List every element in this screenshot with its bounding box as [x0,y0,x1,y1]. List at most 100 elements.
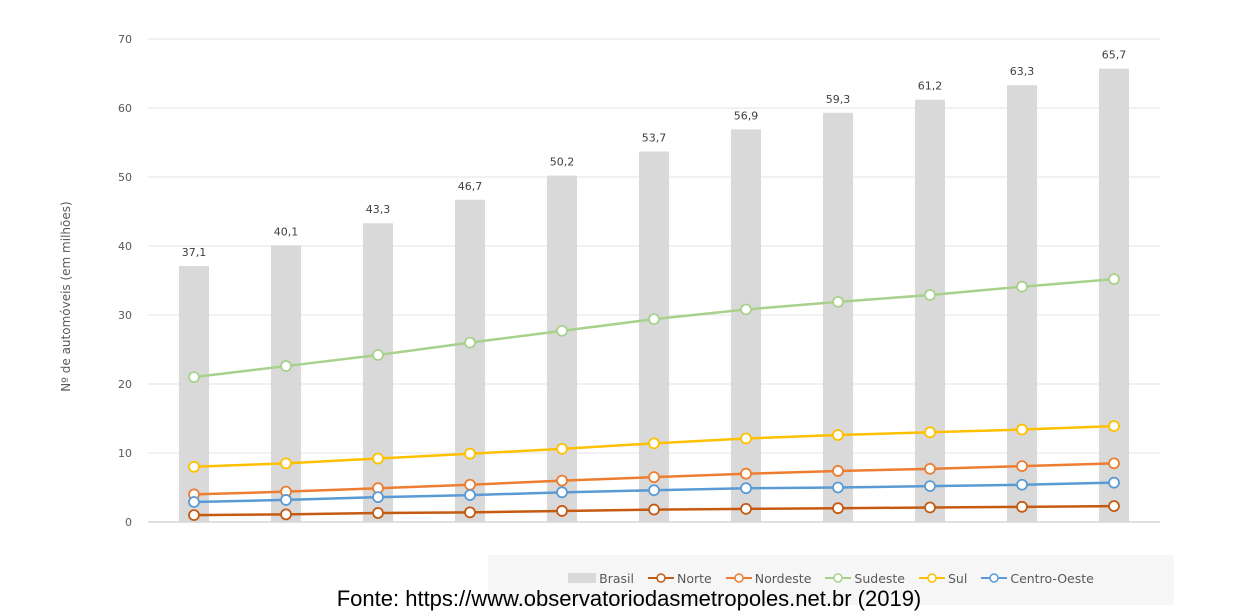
bar-data-label: 37,1 [182,246,207,259]
point-norte [648,503,660,516]
legend-label: Centro-Oeste [1010,570,1094,586]
legend-label: Nordeste [754,570,812,586]
bar-data-label: 63,3 [1010,65,1035,78]
point-centro-oeste [1108,476,1120,489]
y-tick-label: 20 [118,378,132,391]
y-tick-label: 50 [118,171,132,184]
point-sudeste [372,349,384,361]
y-tick-label: 40 [118,240,132,253]
point-norte [924,501,936,514]
point-nordeste [1108,457,1120,470]
point-centro-oeste [1016,478,1028,491]
y-tick-label: 70 [118,33,132,46]
point-centro-oeste [372,491,384,504]
point-sudeste [188,371,200,384]
point-centro-oeste [464,489,476,501]
point-nordeste [740,467,752,480]
bar-brasil [363,223,393,523]
point-norte [556,505,568,517]
legend-item: Sudeste [825,571,905,586]
legend-item: Nordeste [725,570,812,586]
legend-item: Sul [919,571,967,586]
bar-brasil [915,99,945,522]
point-sul [924,426,936,439]
point-nordeste [556,474,568,487]
point-sul [1108,420,1120,432]
point-sudeste [648,313,660,326]
bar-data-label: 43,3 [366,203,391,216]
legend-label: Sul [948,570,968,586]
point-norte [740,502,752,515]
point-norte [464,506,476,519]
point-sudeste [464,336,476,349]
legend-swatch [919,573,945,583]
point-sul [1016,423,1028,436]
point-sudeste [1108,273,1120,286]
point-norte [280,508,292,521]
point-centro-oeste [556,486,568,499]
legend-items: Brasil Norte Nordeste Sudeste Sul Centro-Oest… [488,569,1174,587]
bar-brasil [639,151,669,522]
point-nordeste [464,478,476,491]
bar-data-label: 61,2 [918,80,943,93]
bar-brasil [179,266,209,522]
point-centro-oeste [740,482,752,495]
legend-swatch [725,573,752,583]
point-sul [832,429,844,441]
y-tick-label: 0 [125,516,132,529]
bar-brasil [1007,85,1037,522]
point-sudeste [1016,280,1028,293]
legend-label: Brasil [599,570,635,586]
y-tick-label: 60 [118,102,132,115]
bar-data-label: 53,7 [642,131,667,144]
point-nordeste [924,462,936,475]
y-axis-title: Nº de automóveis (em milhões) [59,201,73,391]
bar-data-label: 50,2 [550,156,575,169]
bar-brasil [547,175,577,522]
bar-data-label: 59,3 [826,93,851,106]
legend-swatch [825,573,852,583]
source-caption: Fonte: https://www.observatoriodasmetrop… [336,586,922,611]
bar-brasil [455,199,485,522]
point-norte [1016,500,1028,513]
point-sul [648,437,660,450]
legend-swatch [981,573,1008,583]
point-sul [372,452,384,465]
point-nordeste [832,465,844,477]
legend-item: Centro-Oeste [981,570,1094,586]
point-norte [372,507,384,519]
legend-label: Sudeste [854,570,905,586]
point-sul [464,447,476,460]
point-centro-oeste [832,481,844,494]
bar-brasil [823,112,853,522]
point-nordeste [648,471,660,484]
bar-data-label: 65,7 [1102,49,1127,62]
y-tick-label: 30 [118,309,132,322]
bar-data-label: 40,1 [274,225,299,238]
point-centro-oeste [280,494,292,506]
legend-label: Norte [677,570,712,586]
bar-data-label: 56,9 [734,109,759,122]
point-centro-oeste [188,496,200,508]
legend-item: Norte [648,571,712,586]
point-sudeste [740,303,752,316]
bar-brasil [1099,68,1129,523]
point-centro-oeste [924,480,936,493]
bar-brasil [271,245,301,522]
legend-swatch [648,573,675,583]
point-norte [832,502,844,515]
legend-swatch [568,573,597,583]
point-sul [280,457,292,470]
point-centro-oeste [648,484,660,497]
bar-data-label: 46,7 [458,180,483,193]
point-norte [1108,500,1120,513]
legend: Brasil Norte Nordeste Sudeste Sul Centro-Oest… [488,555,1174,605]
point-sudeste [832,295,844,308]
point-sul [740,432,752,445]
point-sudeste [556,324,568,337]
point-sudeste [924,289,936,301]
point-sul [556,442,568,455]
point-sudeste [280,360,292,372]
